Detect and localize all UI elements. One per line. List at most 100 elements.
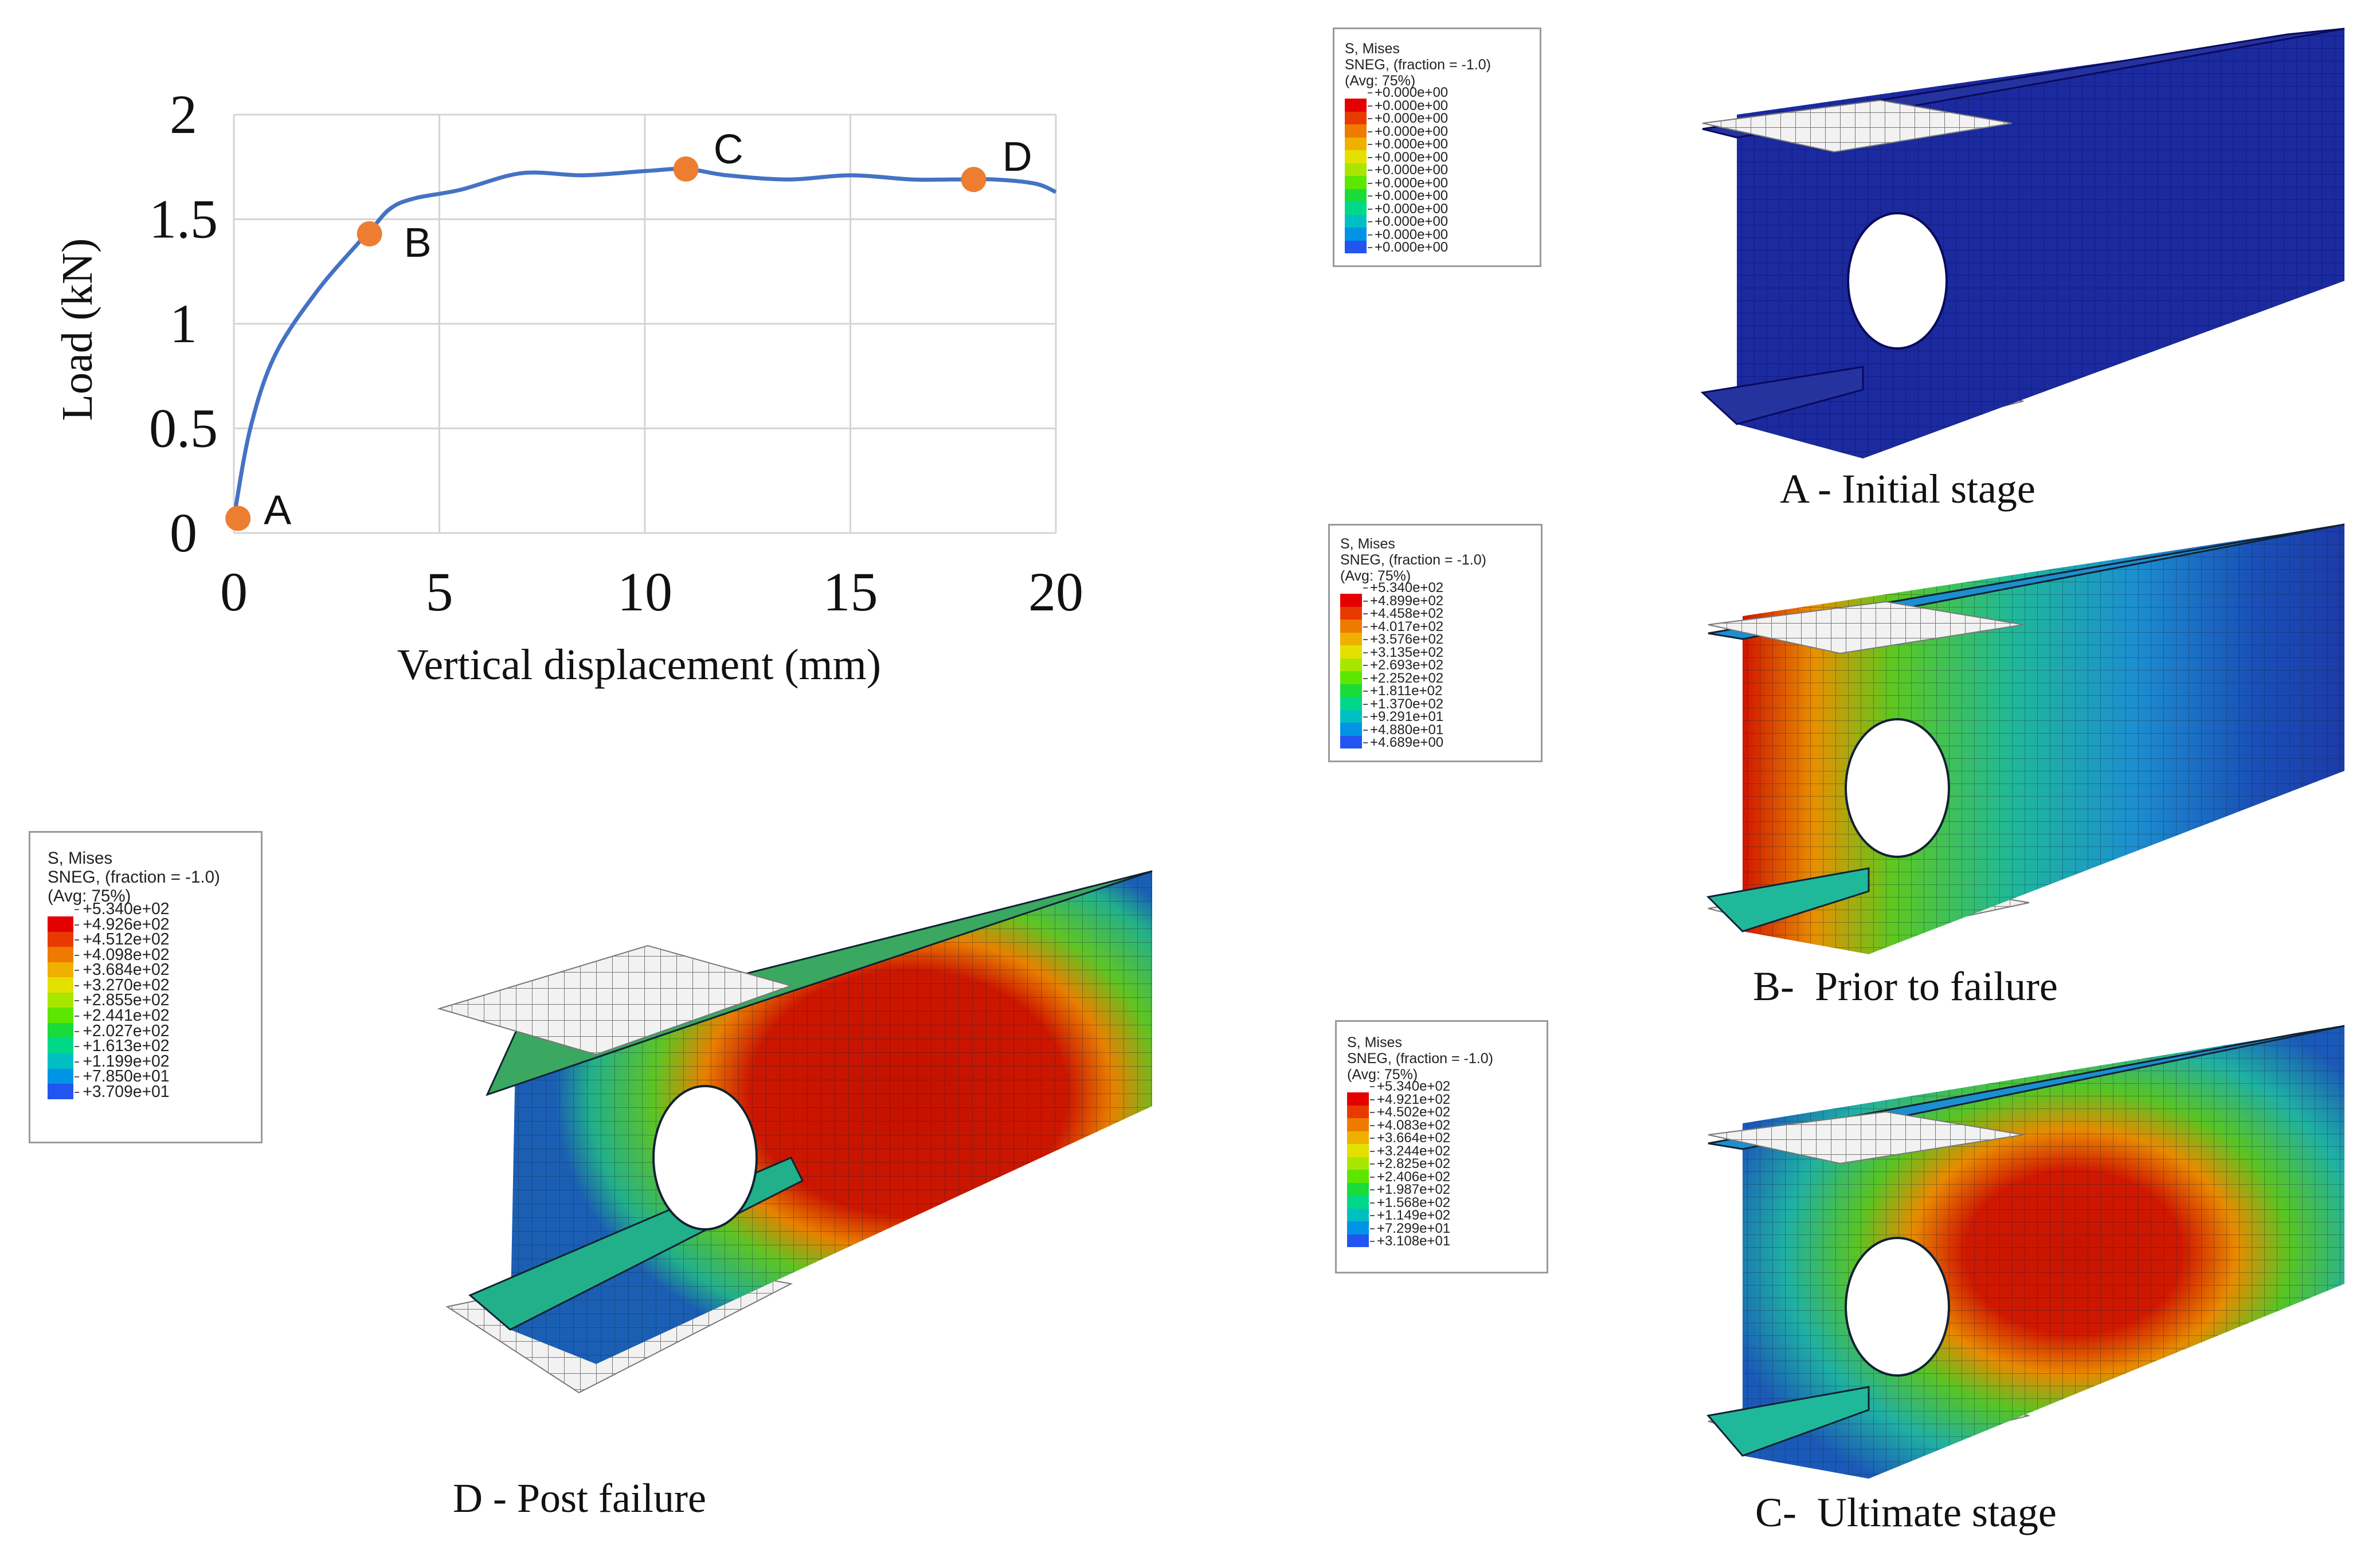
legend-value: +4.017e+02: [1370, 618, 1444, 634]
legend-title: S, Mises: [1345, 41, 1400, 57]
legend-tick: [1368, 247, 1372, 248]
legend-swatch: [1340, 658, 1362, 671]
x-axis-label: Vertical displacement (mm): [397, 641, 881, 689]
legend-title: S, Mises: [1347, 1034, 1402, 1051]
legend-tick: [1363, 652, 1368, 653]
legend-tick: [75, 909, 80, 911]
legend-tick: [1363, 677, 1368, 679]
legend-value: +0.000e+00: [1375, 111, 1449, 126]
legend-row: +0.000e+00: [1345, 215, 1529, 241]
legend-value: +3.709e+01: [83, 1082, 170, 1101]
legend-row: +1.149e+02: [1347, 1209, 1536, 1235]
data-point-a: [225, 505, 251, 531]
legend-swatch: [48, 962, 73, 978]
legend-value: +4.689e+00: [1370, 735, 1444, 750]
legend-row: +1.811e+02: [1340, 684, 1530, 710]
legend-swatch: [1347, 1092, 1369, 1106]
legend-value: +1.370e+02: [1370, 696, 1444, 712]
legend-swatch: [1347, 1170, 1369, 1183]
legend-row: +4.921e+02: [1347, 1092, 1536, 1118]
data-point-d: [961, 167, 987, 193]
legend-row: +3.135e+02: [1340, 645, 1530, 671]
legend-tick: [1370, 1189, 1375, 1190]
legend-row: +5.340e+02: [48, 901, 244, 932]
legend-row: +1.568e+02: [1347, 1196, 1536, 1221]
legend-value: +7.299e+01: [1377, 1220, 1451, 1236]
y-tick-labels: 0 0.5 1 1.5 2: [149, 84, 218, 563]
legend-value: +3.244e+02: [1377, 1143, 1451, 1159]
legend-value: +4.458e+02: [1370, 606, 1444, 621]
legend-value: +3.108e+01: [1377, 1233, 1451, 1249]
fe-model-initial-stage: [1700, 28, 2345, 458]
legend-average: (Avg: 75%): [1340, 568, 1411, 584]
stress-legend-post-failure: S, Mises SNEG, (fraction = -1.0) (Avg: 75%…: [29, 831, 263, 1143]
legend-value: +1.987e+02: [1377, 1182, 1451, 1197]
legend-value: +0.000e+00: [1375, 188, 1449, 203]
legend-swatch: [1340, 735, 1362, 748]
legend-swatch: [1347, 1182, 1369, 1196]
legend-tick: [1370, 1099, 1375, 1100]
x-tick-label: 10: [617, 561, 672, 622]
legend-swatch: [1345, 163, 1367, 176]
legend-swatch: [1345, 228, 1367, 241]
legend-value: +0.000e+00: [1375, 240, 1449, 255]
legend-tick: [1368, 221, 1372, 222]
legend-row: +4.017e+02: [1340, 620, 1530, 645]
point-label-d: D: [1003, 134, 1032, 180]
legend-swatch: [1345, 202, 1367, 215]
x-tick-labels: 0 5 10 15 20: [220, 561, 1083, 622]
legend-value: +3.664e+02: [1377, 1130, 1451, 1146]
legend-scale: +0.000e+00 +0.000e+00 +0.000e+00 +0.000e+00…: [1345, 86, 1529, 260]
legend-row: +0.000e+00: [1345, 99, 1529, 124]
legend-value: +0.000e+00: [1375, 123, 1449, 139]
data-point-b: [357, 221, 382, 247]
legend-swatch: [1345, 176, 1367, 189]
caption-ultimate-stage: C- Ultimate stage: [1755, 1490, 2057, 1535]
legend-swatch: [1340, 710, 1362, 723]
legend-swatch: [48, 931, 73, 947]
caption-prior-to-failure: B- Prior to failure: [1753, 963, 2058, 1009]
legend-swatch: [1347, 1157, 1369, 1170]
legend-tick: [1363, 613, 1368, 614]
legend-tick: [1370, 1202, 1375, 1204]
legend-row: +2.855e+02: [48, 992, 244, 1023]
legend-tick: [1363, 691, 1368, 692]
legend-row: +0.000e+00: [1345, 228, 1529, 253]
legend-value: +0.000e+00: [1375, 162, 1449, 178]
legend-tick: [1368, 105, 1372, 107]
legend-value: +2.825e+02: [1377, 1156, 1451, 1171]
legend-tick: [1368, 195, 1372, 197]
legend-tick: [1370, 1215, 1375, 1216]
series-line: [232, 167, 1057, 519]
legend-tick: [75, 954, 80, 956]
legend-value: +0.000e+00: [1375, 175, 1449, 191]
legend-row: +4.926e+02: [48, 916, 244, 947]
legend-tick: [1368, 118, 1372, 119]
legend-row: +3.709e+01: [48, 1084, 244, 1107]
legend-tick: [1370, 1086, 1375, 1087]
legend-value: +7.850e+01: [83, 1067, 170, 1086]
legend-row: +4.899e+02: [1340, 594, 1530, 620]
legend-tick: [1370, 1241, 1375, 1242]
legend-swatch: [1340, 645, 1362, 659]
legend-title: S, Mises: [1340, 536, 1395, 552]
legend-tick: [1370, 1138, 1375, 1139]
legend-value: +0.000e+00: [1375, 226, 1449, 242]
point-label-c: C: [714, 127, 743, 173]
legend-swatch: [48, 947, 73, 962]
legend-row: +0.000e+00: [1345, 241, 1529, 260]
legend-tick: [1370, 1112, 1375, 1113]
legend-tick: [1363, 729, 1368, 731]
legend-swatch: [1347, 1208, 1369, 1221]
legend-swatch: [48, 1053, 73, 1069]
legend-tick: [1368, 182, 1372, 184]
legend-swatch: [1347, 1131, 1369, 1144]
stress-legend-initial: S, Mises SNEG, (fraction = -1.0) (Avg: 75%…: [1333, 28, 1541, 267]
legend-row: +2.693e+02: [1340, 659, 1530, 684]
legend-value: +4.512e+02: [83, 930, 170, 949]
legend-row: +3.684e+02: [48, 962, 244, 993]
legend-average: (Avg: 75%): [48, 887, 131, 906]
legend-row: +4.502e+02: [1347, 1106, 1536, 1131]
legend-row: +0.000e+00: [1345, 138, 1529, 163]
legend-value: +4.921e+02: [1377, 1091, 1451, 1107]
